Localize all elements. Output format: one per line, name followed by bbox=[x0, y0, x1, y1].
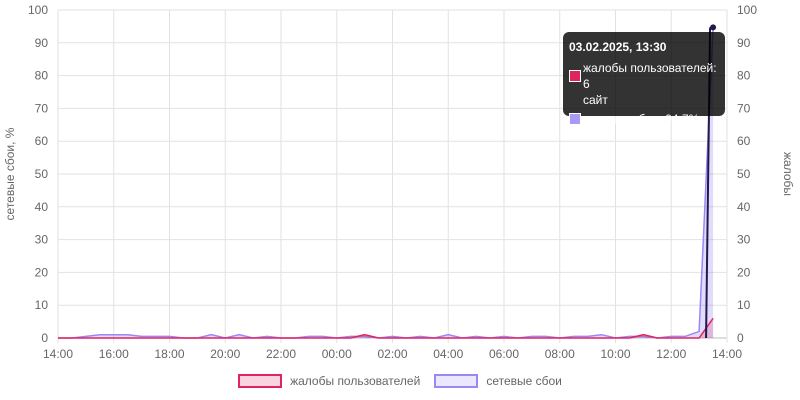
hover-point bbox=[710, 24, 717, 31]
x-tick: 00:00 bbox=[322, 347, 352, 361]
y-tick-left: 10 bbox=[35, 298, 49, 312]
y-tick-right: 50 bbox=[737, 167, 751, 181]
y-axis-label-left: сетевые сбои, % bbox=[3, 127, 17, 220]
legend-item-complaints[interactable]: жалобы пользователей bbox=[238, 374, 420, 388]
tooltip-title: 03.02.2025, 13:30 bbox=[569, 40, 667, 54]
legend-label: сетевые сбои bbox=[486, 374, 562, 388]
y-tick-left: 20 bbox=[35, 265, 49, 279]
tooltip-complaints: жалобы пользователей: 6 bbox=[583, 61, 717, 91]
y-axis-label-right: жалобы bbox=[781, 152, 795, 196]
legend-item-network[interactable]: сетевые сбои bbox=[434, 374, 562, 388]
legend-label: жалобы пользователей bbox=[290, 374, 421, 388]
y-tick-right: 80 bbox=[737, 69, 751, 83]
y-tick-right: 90 bbox=[737, 36, 751, 50]
series-line bbox=[58, 317, 714, 339]
y-tick-left: 40 bbox=[35, 200, 49, 214]
tooltip-complaints-sub: сайт bbox=[583, 93, 608, 107]
y-tick-right: 10 bbox=[737, 298, 751, 312]
tooltip: 03.02.2025, 13:30 жалобы пользователей: … bbox=[563, 32, 725, 126]
legend-swatch bbox=[238, 374, 283, 388]
x-tick: 14:00 bbox=[43, 347, 73, 361]
x-tick: 20:00 bbox=[210, 347, 240, 361]
y-tick-left: 50 bbox=[35, 167, 49, 181]
x-tick: 14:00 bbox=[712, 347, 742, 361]
x-tick: 16:00 bbox=[99, 347, 129, 361]
x-tick: 04:00 bbox=[433, 347, 463, 361]
tooltip-swatch-complaints bbox=[569, 70, 581, 82]
y-tick-right: 0 bbox=[737, 331, 744, 345]
x-tick: 06:00 bbox=[489, 347, 519, 361]
y-tick-right: 40 bbox=[737, 200, 751, 214]
x-tick: 18:00 bbox=[154, 347, 184, 361]
y-tick-right: 70 bbox=[737, 101, 751, 115]
series-area bbox=[58, 318, 714, 338]
tooltip-network: сетевые сбои: 94.7% bbox=[583, 112, 700, 126]
x-tick: 12:00 bbox=[656, 347, 686, 361]
y-tick-left: 30 bbox=[35, 233, 49, 247]
legend: жалобы пользователей сетевые сбои bbox=[0, 374, 800, 388]
y-tick-left: 90 bbox=[35, 36, 49, 50]
x-tick: 22:00 bbox=[266, 347, 296, 361]
x-tick: 08:00 bbox=[545, 347, 575, 361]
y-tick-left: 60 bbox=[35, 134, 49, 148]
y-tick-left: 80 bbox=[35, 69, 49, 83]
tooltip-swatch-network bbox=[569, 113, 581, 125]
legend-swatch bbox=[434, 374, 479, 388]
y-tick-right: 100 bbox=[737, 3, 757, 17]
y-tick-right: 20 bbox=[737, 265, 751, 279]
series-line bbox=[58, 27, 714, 339]
y-tick-left: 0 bbox=[41, 331, 48, 345]
y-tick-left: 100 bbox=[28, 3, 48, 17]
x-tick: 02:00 bbox=[377, 347, 407, 361]
y-tick-right: 60 bbox=[737, 134, 751, 148]
y-tick-left: 70 bbox=[35, 101, 49, 115]
y-tick-right: 30 bbox=[737, 233, 751, 247]
x-tick: 10:00 bbox=[600, 347, 630, 361]
